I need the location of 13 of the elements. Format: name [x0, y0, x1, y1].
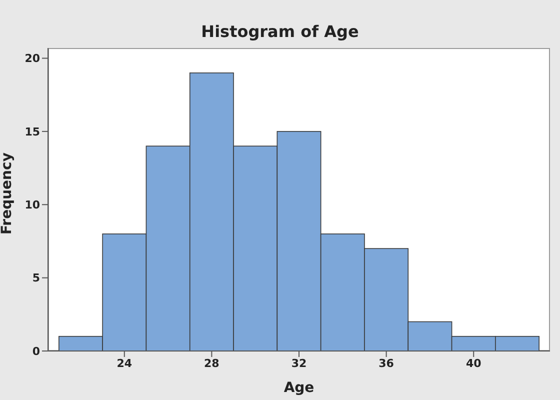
y-tick-label: 15	[24, 125, 40, 138]
y-tick-label: 10	[24, 198, 40, 212]
x-tick-label: 40	[466, 356, 482, 370]
x-tick-label: 24	[116, 356, 132, 370]
y-tick-label: 5	[32, 272, 40, 285]
x-axis-title: Age	[284, 380, 314, 396]
x-tick-label: 36	[378, 356, 394, 370]
y-axis-title: Frequency	[0, 152, 15, 234]
x-tick-label: 28	[204, 356, 220, 370]
chart-title: Histogram of Age	[200, 22, 360, 41]
y-tick-label: 0	[32, 344, 40, 358]
x-tick-label: 32	[291, 356, 307, 370]
y-tick-label: 20	[24, 52, 40, 66]
